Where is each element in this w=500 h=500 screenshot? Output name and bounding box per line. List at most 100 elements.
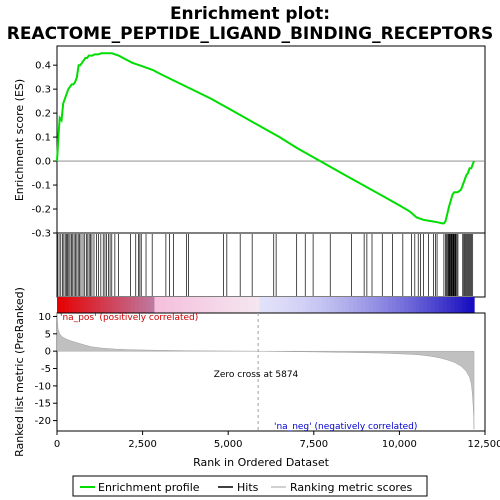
color-bar-segment [255,297,261,313]
es-y-axis-label: Enrichment score (ES) [13,79,26,201]
color-bar-segment [392,297,397,313]
color-bar-segment [158,297,163,313]
color-bar-segment [415,297,421,313]
x-tick-label: 7,500 [299,439,328,450]
color-bar-segment [267,297,272,313]
color-bar-segment [349,297,354,313]
color-bar-segment [228,297,233,313]
hits-panel-frame [56,232,486,298]
zero-cross-label: Zero cross at 5874 [214,370,299,380]
hit-markers [57,234,474,296]
color-bar-segment [462,297,467,313]
metric-y-tick-label: -5 [41,364,51,375]
enrichment-profile-line [56,52,475,225]
color-bar-segment [275,297,280,313]
color-bar-segment [92,297,97,313]
color-bar-segment [95,297,101,313]
color-bar-segment [454,297,460,313]
color-bar-segment [446,297,452,313]
x-axis-label: Rank in Ordered Dataset [193,456,330,469]
rank-color-bar [57,297,475,313]
metric-y-tick-label: -15 [35,399,51,410]
color-bar-segment [146,297,152,313]
color-bar-segment [185,297,191,313]
color-bar-segment [329,297,335,313]
color-bar-segment [310,297,315,313]
color-bar-segment [333,297,339,313]
metric-panel-frame [56,312,486,432]
color-bar-segment [170,297,175,313]
es-y-tick-label: 0.3 [35,85,51,96]
color-bar-segment [357,297,362,313]
es-y-tick-label: 0.4 [35,61,51,72]
color-bar-segment [380,297,385,313]
color-bar-segment [263,297,269,313]
x-tick-label: 5,000 [214,439,243,450]
color-bar-segment [396,297,401,313]
color-bar-segment [450,297,456,313]
color-bar-segment [341,297,347,313]
es-y-tick-label: -0.2 [31,205,51,216]
color-bar-segment [438,297,444,313]
metric-y-tick-label: 5 [45,329,51,340]
color-bar-segment [388,297,393,313]
hits-panel [56,232,486,313]
color-bar-segment [119,297,124,313]
color-bar-segment [286,297,292,313]
color-bar-segment [131,297,136,313]
metric-y-tick-label: 10 [38,312,51,323]
legend: Enrichment profile Hits Ranking metric s… [72,475,428,497]
color-bar-segment [115,297,120,313]
color-bar-segment [302,297,308,313]
metric-y-tick-label: 0 [45,347,51,358]
color-bar-segment [376,297,382,313]
color-bar-segment [431,297,436,313]
color-bar-segment [205,297,210,313]
color-bar-segment [111,297,117,313]
color-bar-segment [80,297,85,313]
color-bar-segment [177,297,183,313]
color-bar-segment [138,297,144,313]
color-bar-segment [240,297,245,313]
color-bar-segment [423,297,428,313]
chart-title-line1: Enrichment plot: [170,4,330,24]
color-bar-segment [166,297,171,313]
color-bar-segment [57,297,62,313]
color-bar-segment [290,297,296,313]
color-bar-segment [294,297,300,313]
color-bar-segment [442,297,448,313]
color-bar-segment [247,297,253,313]
color-bar-segment [127,297,132,313]
color-bar-segment [399,297,405,313]
color-bar-segment [134,297,140,313]
color-bar-segment [306,297,311,313]
color-bar-segment [220,297,226,313]
color-bar-segment [271,297,276,313]
color-bar-segment [244,297,249,313]
legend-enrichment-label: Enrichment profile [98,481,200,494]
es-y-ticks: -0.3 -0.2 -0.1 0.0 0.1 0.2 0.3 0.4 [31,61,57,240]
color-bar-segment [123,297,128,313]
color-bar-segment [368,297,374,313]
es-panel-frame [56,45,486,234]
color-bar-segment [232,297,237,313]
color-bar-segment [173,297,179,313]
ranking-metric-area [56,312,475,430]
color-bar-segment [419,297,424,313]
color-bar-segment [427,297,432,313]
color-bar-segment [88,297,93,313]
color-bar-segment [466,297,471,313]
legend-frame [72,475,428,497]
color-bar-segment [150,297,156,313]
color-bar-segment [201,297,206,313]
metric-panel: -20 -15 -10 -5 0 5 10 0 2,500 5,000 7,500 10,000 12… [13,287,500,469]
color-bar-segment [372,297,378,313]
color-bar-segment [298,297,304,313]
metric-y-axis-label: Ranked list metric (PreRanked) [13,287,26,457]
x-tick-label: 0 [54,439,60,450]
legend-metric-label: Ranking metric scores [290,481,412,494]
metric-y-ticks: -20 -15 -10 -5 0 5 10 [35,312,57,427]
color-bar-segment [364,297,370,313]
color-bar-segment [84,297,89,313]
